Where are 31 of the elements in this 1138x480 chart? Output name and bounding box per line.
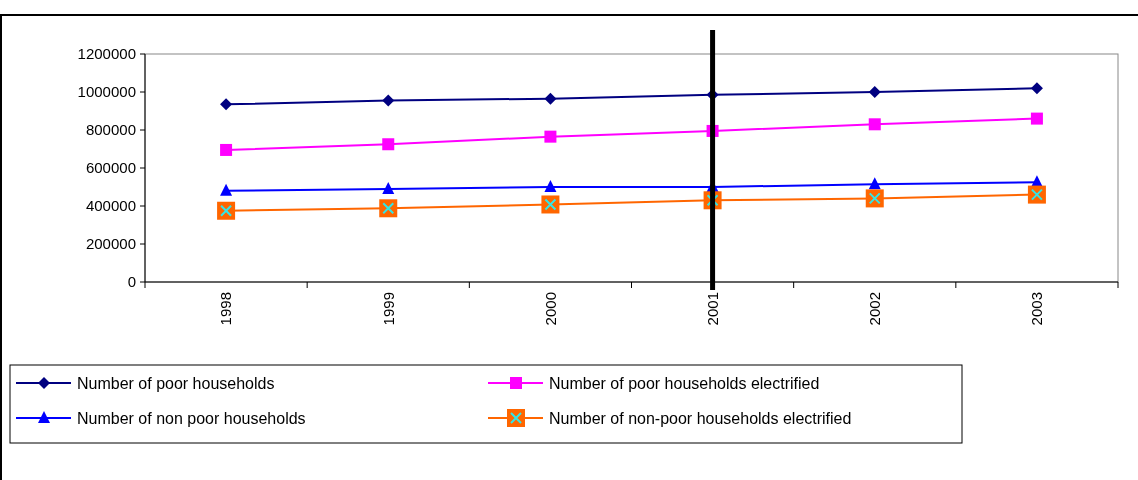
point — [220, 183, 233, 196]
legend-label: Number of non-poor households electrified — [549, 409, 852, 427]
point — [868, 86, 881, 98]
y-tick-label: 400000 — [85, 197, 136, 215]
legend-label: Number of poor households — [77, 374, 275, 392]
x-tick-label: 1998 — [217, 292, 235, 326]
legend-label: Number of poor households electrified — [549, 374, 820, 392]
x-tick-label: 2003 — [1028, 292, 1046, 326]
point — [544, 130, 557, 143]
x-tick-label: 1999 — [379, 292, 397, 326]
point — [544, 180, 557, 192]
y-tick-label: 0 — [127, 273, 136, 291]
y-tick-label: 1000000 — [77, 83, 136, 101]
y-tick-label: 1200000 — [77, 45, 136, 63]
point — [220, 143, 233, 156]
point — [868, 177, 881, 190]
y-tick-label: 600000 — [85, 159, 136, 177]
point — [868, 118, 881, 131]
point — [1030, 82, 1043, 95]
x-tick-label: 2001 — [703, 292, 721, 326]
x-tick-label: 2000 — [541, 292, 559, 326]
x-tick-label: 2002 — [866, 292, 883, 326]
point — [1030, 112, 1043, 125]
point — [382, 138, 395, 151]
point — [382, 94, 395, 107]
point — [220, 98, 233, 111]
y-tick-label: 200000 — [85, 235, 136, 253]
legend-label: Number of non poor households — [77, 409, 306, 427]
point — [382, 181, 395, 194]
y-tick-label: 800000 — [85, 121, 136, 139]
point — [544, 92, 557, 105]
